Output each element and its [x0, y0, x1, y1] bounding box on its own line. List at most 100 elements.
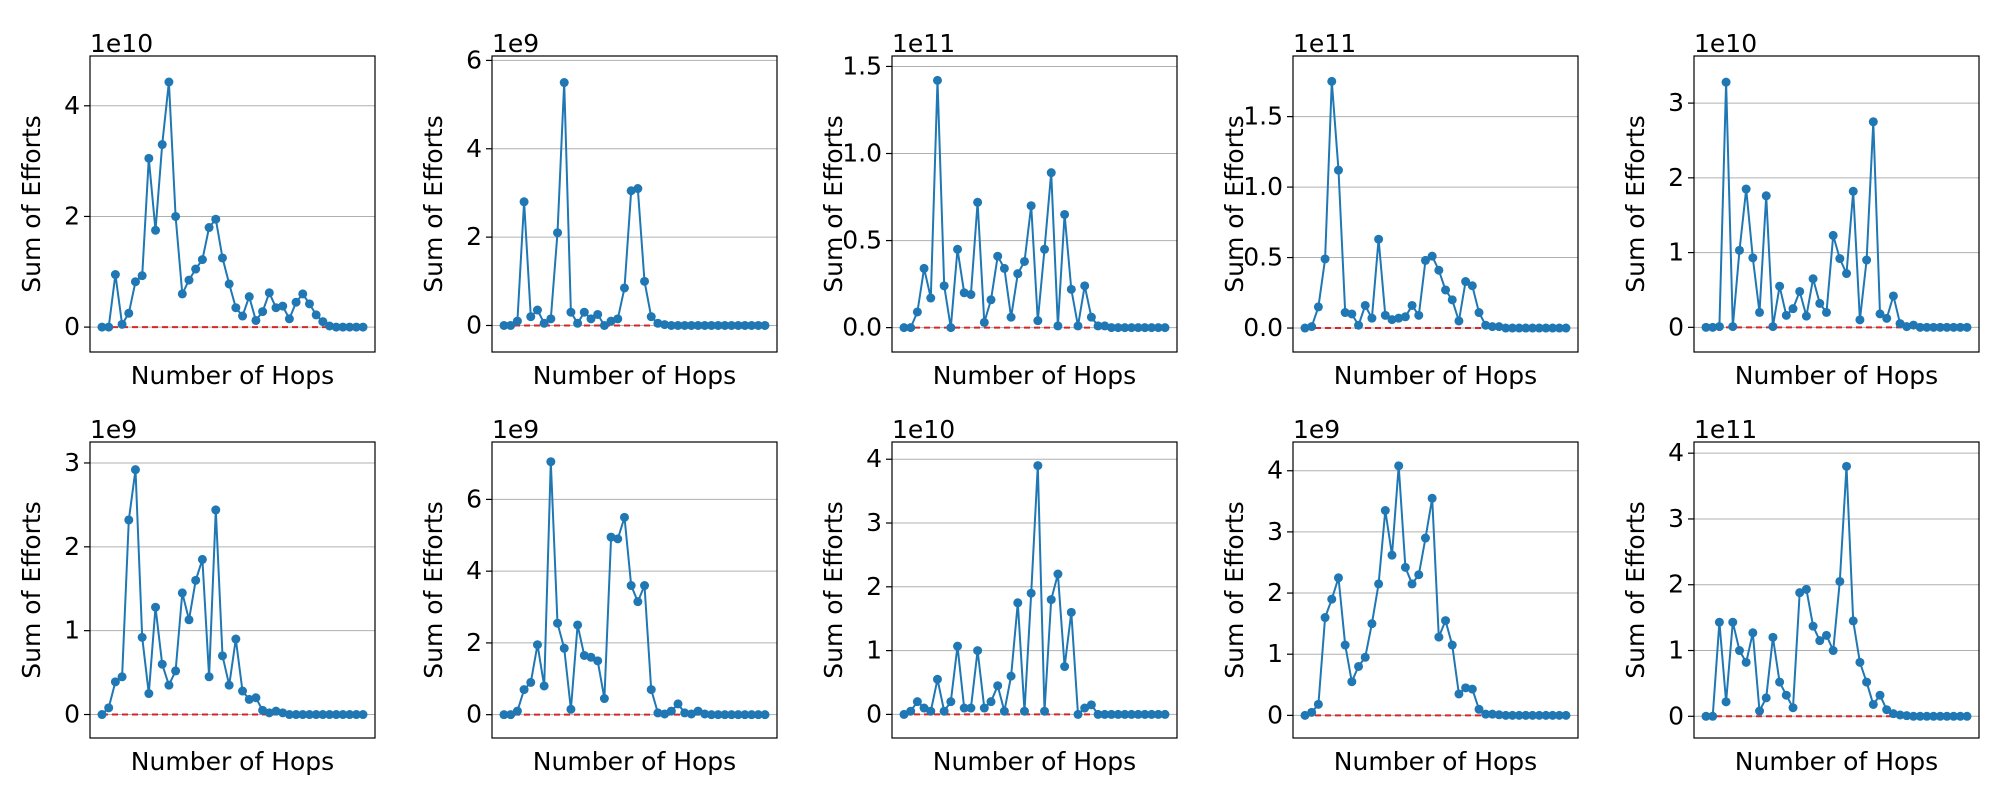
data-point	[164, 77, 174, 87]
data-point	[1026, 201, 1036, 211]
data-point	[177, 289, 187, 299]
data-point	[1955, 711, 1965, 721]
data-point	[345, 322, 355, 332]
data-point	[1929, 322, 1939, 332]
y-tick-label: 4	[866, 444, 882, 473]
data-point	[1728, 617, 1738, 627]
data-point	[251, 315, 261, 325]
data-point	[1788, 304, 1798, 314]
data-point	[1842, 461, 1852, 471]
data-point	[912, 307, 922, 317]
data-point	[1147, 323, 1157, 333]
y-tick-label: 3	[1668, 88, 1684, 117]
data-point	[727, 710, 737, 720]
data-point	[1748, 628, 1758, 638]
y-tick-label: 2	[1267, 578, 1283, 607]
data-point	[760, 320, 770, 330]
data-point	[1394, 461, 1404, 471]
data-point	[144, 153, 154, 163]
data-point	[1815, 298, 1825, 308]
data-point	[932, 75, 942, 85]
y-tick-label: 2	[1668, 570, 1684, 599]
data-point	[526, 312, 536, 322]
data-point	[197, 255, 207, 265]
data-point	[1427, 251, 1437, 261]
data-point	[1467, 684, 1477, 694]
y-tick-label: 1.5	[842, 51, 882, 80]
data-point	[1801, 311, 1811, 321]
data-point	[1821, 630, 1831, 640]
data-point	[1086, 700, 1096, 710]
data-point	[706, 710, 716, 720]
data-point	[1962, 711, 1972, 721]
x-axis-label: Number of Hops	[1735, 361, 1938, 390]
data-point	[1033, 461, 1043, 471]
data-point	[1467, 281, 1477, 291]
data-point	[932, 674, 942, 684]
data-point	[124, 515, 134, 525]
data-point	[1447, 640, 1457, 650]
data-point	[1420, 533, 1430, 543]
data-point	[633, 597, 643, 607]
y-tick-label: 1	[1668, 636, 1684, 665]
y-tick-label: 3	[1668, 504, 1684, 533]
exponent-label: 1e10	[892, 415, 955, 444]
data-point	[1461, 683, 1471, 693]
data-point	[1374, 579, 1384, 589]
data-point	[1407, 300, 1417, 310]
data-point	[1528, 323, 1538, 333]
data-point	[1942, 711, 1952, 721]
data-point	[278, 301, 288, 311]
data-point	[244, 292, 254, 302]
data-point	[238, 311, 248, 321]
x-axis-label: Number of Hops	[1334, 361, 1537, 390]
data-point	[110, 677, 120, 687]
series-line	[903, 465, 1165, 717]
data-point	[1380, 310, 1390, 320]
x-axis-label: Number of Hops	[131, 747, 334, 776]
data-point	[706, 320, 716, 330]
data-point	[345, 710, 355, 720]
data-point	[171, 211, 181, 221]
data-point	[1360, 652, 1370, 662]
data-point	[231, 634, 241, 644]
y-tick-label: 0	[866, 699, 882, 728]
series-line	[504, 82, 765, 327]
data-point	[137, 632, 147, 642]
data-point	[1046, 168, 1056, 178]
data-point	[1019, 256, 1029, 266]
data-point	[104, 322, 114, 332]
data-point	[1882, 313, 1892, 323]
data-point	[1755, 307, 1765, 317]
data-point	[566, 307, 576, 317]
data-point	[519, 685, 529, 695]
y-axis-label: Sum of Efforts	[1220, 501, 1249, 678]
data-point	[946, 323, 956, 333]
data-point	[1895, 710, 1905, 720]
data-point	[1855, 315, 1865, 325]
data-point	[727, 320, 737, 330]
data-point	[1875, 309, 1885, 319]
data-point	[1554, 323, 1564, 333]
data-point	[740, 320, 750, 330]
y-tick-label: 1	[1668, 238, 1684, 267]
data-point	[713, 710, 723, 720]
chart-panel: 0 2 4 6 1e9 Number of Hops Sum of Efforts	[419, 415, 778, 776]
data-point	[1026, 588, 1036, 598]
data-point	[1888, 709, 1898, 719]
data-point	[546, 457, 556, 467]
y-tick-label: 0.5	[1243, 243, 1283, 272]
data-point	[117, 672, 127, 682]
data-point	[1400, 562, 1410, 572]
data-point	[1113, 323, 1123, 333]
data-point	[946, 697, 956, 707]
data-point	[646, 312, 656, 322]
data-point	[1882, 705, 1892, 715]
data-point	[1454, 316, 1464, 326]
data-point	[1400, 312, 1410, 322]
y-tick-label: 0	[466, 700, 482, 729]
data-point	[553, 228, 563, 238]
y-tick-label: 1	[1267, 639, 1283, 668]
data-point	[1501, 323, 1511, 333]
